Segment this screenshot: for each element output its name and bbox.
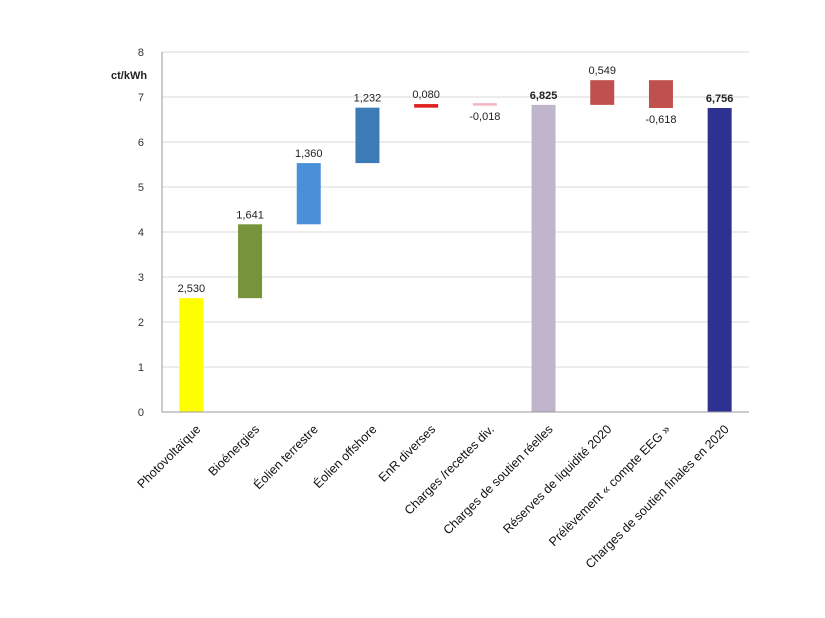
y-tick-label: 6 <box>138 137 144 149</box>
y-tick-label: 4 <box>138 227 144 239</box>
y-axis-unit-label: ct/kWh <box>111 70 147 82</box>
y-tick-label: 5 <box>138 182 144 194</box>
data-label: 1,360 <box>295 148 323 160</box>
data-label: 0,549 <box>588 65 616 77</box>
data-label: 0,080 <box>412 89 440 101</box>
bars <box>179 80 732 412</box>
category-label: Prélèvement « compte EEG » <box>546 422 673 549</box>
bar <box>472 103 497 106</box>
bar <box>179 298 204 412</box>
bar <box>648 80 673 108</box>
y-tick-label: 8 <box>138 47 144 59</box>
y-tick-label: 3 <box>138 272 144 284</box>
data-label: 6,756 <box>706 93 734 105</box>
data-label: 6,825 <box>530 90 558 102</box>
category-label: Réserves de liquidité 2020 <box>500 422 614 536</box>
y-tick-label: 0 <box>138 407 144 419</box>
bar <box>531 104 556 412</box>
data-label: 1,641 <box>236 209 264 221</box>
data-labels: 2,530 1,641 1,360 1,232 0,080 -0,018 6,825 0,54… <box>178 65 734 295</box>
data-label: -0,618 <box>645 114 676 126</box>
bar <box>414 104 439 108</box>
y-tick-label: 2 <box>138 317 144 329</box>
category-label: Photovoltaïque <box>135 422 204 491</box>
data-label: 2,530 <box>178 283 206 295</box>
bar <box>238 224 263 299</box>
bar <box>296 163 321 225</box>
bar <box>590 80 615 105</box>
y-axis-ticks: 0 1 2 3 4 5 6 7 8 <box>138 47 144 419</box>
category-label: EnR diverses <box>376 422 438 484</box>
data-label: 1,232 <box>354 93 382 105</box>
y-tick-label: 7 <box>138 92 144 104</box>
data-label: -0,018 <box>469 111 500 123</box>
bar <box>355 107 380 164</box>
y-tick-label: 1 <box>138 362 144 374</box>
category-label: Bioénergies <box>206 422 263 479</box>
category-label: Charges de soutien réelles <box>441 422 556 537</box>
bar <box>707 107 732 412</box>
